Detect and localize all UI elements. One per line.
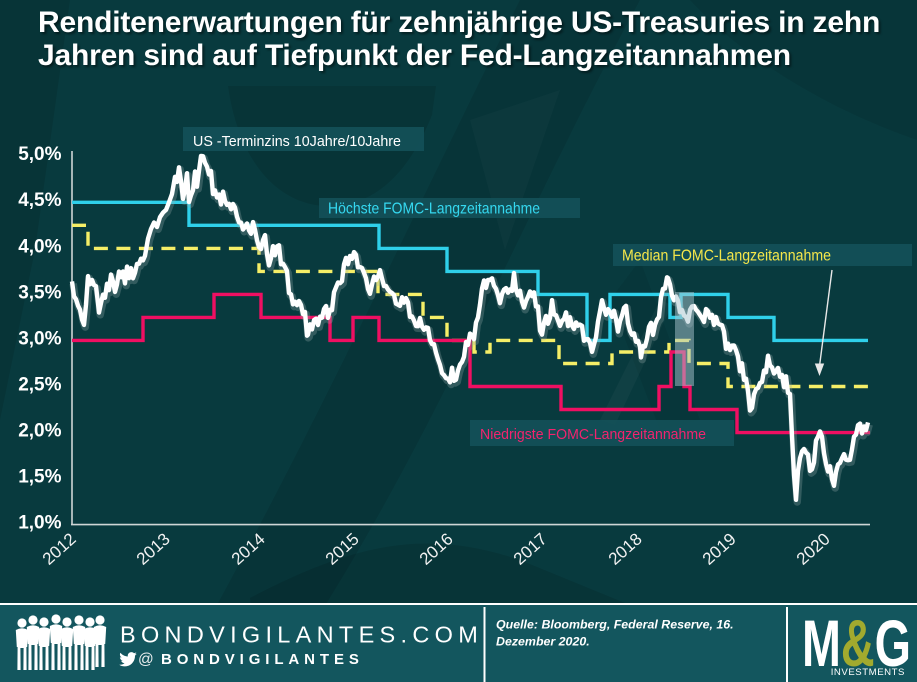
svg-text:3,0%: 3,0% <box>18 328 61 349</box>
svg-text:4,0%: 4,0% <box>18 236 61 257</box>
svg-text:INVESTMENTS: INVESTMENTS <box>831 667 905 678</box>
svg-text:3,5%: 3,5% <box>18 282 61 303</box>
svg-text:Quelle: Bloomberg, Federal Res: Quelle: Bloomberg, Federal Reserve, 16. <box>496 617 734 631</box>
svg-text:2019: 2019 <box>699 529 740 568</box>
svg-text:@: @ <box>138 651 154 668</box>
svg-text:Niedrigste FOMC-Langzeitannahm: Niedrigste FOMC-Langzeitannahme <box>480 426 706 443</box>
svg-text:2017: 2017 <box>510 529 551 568</box>
svg-text:4,5%: 4,5% <box>18 190 61 211</box>
svg-text:1,5%: 1,5% <box>18 467 61 488</box>
svg-text:2020: 2020 <box>793 529 834 568</box>
svg-text:2018: 2018 <box>605 529 646 568</box>
svg-text:Höchste FOMC-Langzeitannahme: Höchste FOMC-Langzeitannahme <box>328 201 540 218</box>
svg-text:M&G: M&G <box>802 606 911 680</box>
svg-text:2,0%: 2,0% <box>18 420 61 441</box>
svg-text:1,0%: 1,0% <box>18 513 61 534</box>
svg-text:BONDVIGILANTES.COM: BONDVIGILANTES.COM <box>120 621 483 647</box>
svg-text:2013: 2013 <box>133 529 174 568</box>
svg-text:2012: 2012 <box>39 529 80 568</box>
svg-text:US -Terminzins 10Jahre/10Jahre: US -Terminzins 10Jahre/10Jahre <box>193 134 401 150</box>
svg-text:2,5%: 2,5% <box>18 374 61 395</box>
svg-text:BONDVIGILANTES: BONDVIGILANTES <box>161 651 364 668</box>
svg-text:Dezember 2020.: Dezember 2020. <box>496 634 590 648</box>
svg-text:5,0%: 5,0% <box>18 144 61 165</box>
svg-text:Median FOMC-Langzeitannahme: Median FOMC-Langzeitannahme <box>622 248 831 265</box>
